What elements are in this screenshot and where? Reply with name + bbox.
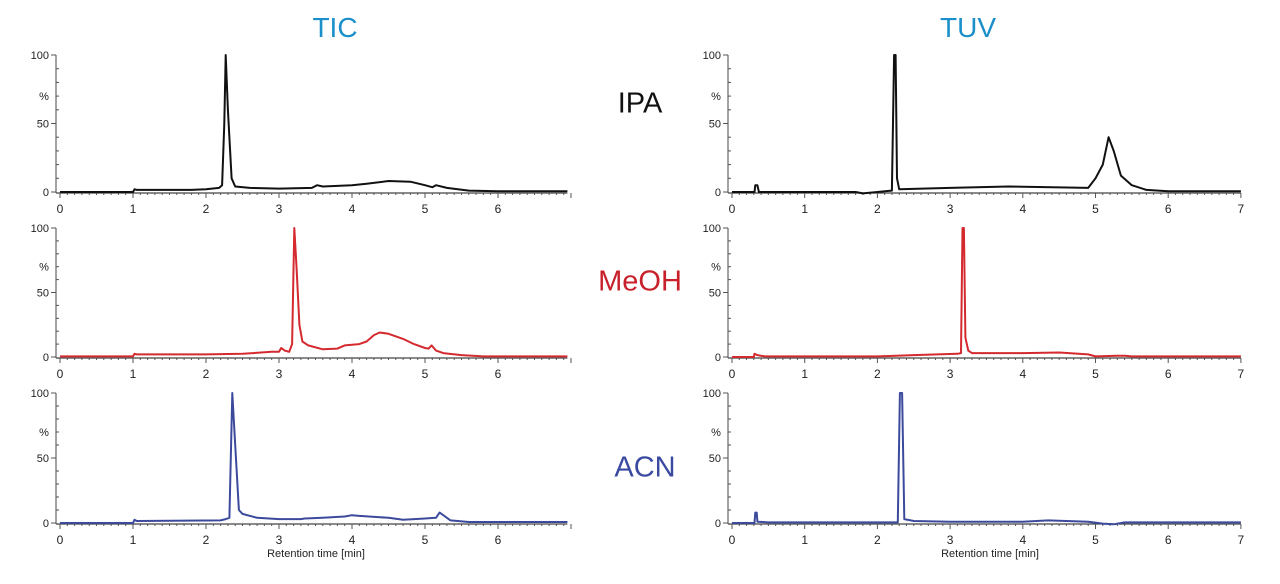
- tic-ipa-y-tick-label: 0: [43, 187, 49, 199]
- tuv-acn-x-tick-label: 1: [801, 533, 808, 547]
- tuv-acn-x-tick-label: 5: [1092, 533, 1099, 547]
- tuv-acn-x-tick-label: 7: [1238, 533, 1245, 547]
- tuv-meoh-x-tick-label: 0: [729, 367, 736, 381]
- tic-meoh-y-tick-label: 0: [43, 352, 49, 364]
- tuv-meoh-x-tick-label: 1: [801, 367, 808, 381]
- tic-ipa-x-tick-label: 4: [349, 202, 356, 216]
- x-axis-label-tuv: Retention time [min]: [941, 548, 1039, 560]
- tuv-ipa-y-tick-label: 100: [703, 50, 721, 62]
- tic-ipa-x-tick-label: 3: [276, 202, 283, 216]
- tic-acn-y-axis-label: %: [39, 427, 49, 439]
- tic-acn-x-tick-label: 2: [203, 533, 210, 547]
- tic-meoh-x-tick-label: 5: [422, 367, 429, 381]
- tuv-meoh-x-tick-label: 5: [1092, 367, 1099, 381]
- tic-acn-x-tick-label: 4: [349, 533, 356, 547]
- tuv-meoh-x-tick-label: 4: [1019, 367, 1026, 381]
- tic-ipa-y-tick-label: 50: [37, 119, 49, 131]
- tic-meoh-y-tick-label: 100: [31, 223, 49, 235]
- tic-acn-x-tick-label: 3: [276, 533, 283, 547]
- tic-meoh-x-tick-label: 6: [495, 367, 502, 381]
- tuv-acn-y-tick-label: 50: [709, 453, 721, 465]
- tuv-ipa-x-tick-label: 4: [1019, 202, 1026, 216]
- tuv-ipa-y-tick-label: 0: [715, 187, 721, 199]
- tuv-acn-y-tick-label: 0: [715, 518, 721, 530]
- tic-ipa-x-tick-label: 1: [130, 202, 137, 216]
- tuv-ipa-x-tick-label: 1: [801, 202, 808, 216]
- tuv-acn-x-tick-label: 3: [947, 533, 954, 547]
- row-label-ipa: IPA: [617, 87, 663, 120]
- tuv-acn-x-tick-label: 6: [1165, 533, 1172, 547]
- tic-acn-x-tick-label: 1: [130, 533, 137, 547]
- tuv-meoh-x-tick-label: 7: [1238, 367, 1245, 381]
- tuv-acn-trace: [732, 392, 1241, 526]
- column-title-tuv: TUV: [940, 12, 996, 43]
- tic-acn-y-tick-label: 0: [43, 518, 49, 530]
- tuv-ipa-y-axis-label: %: [711, 91, 721, 103]
- tic-acn-x-tick-label: 5: [422, 533, 429, 547]
- tuv-ipa-x-tick-label: 3: [947, 202, 954, 216]
- tuv-acn-x-tick-label: 2: [874, 533, 881, 547]
- tuv-ipa-x-tick-label: 0: [729, 202, 736, 216]
- tic-acn-x-tick-label: 6: [495, 533, 502, 547]
- tic-meoh-x-tick-label: 2: [203, 367, 210, 381]
- tuv-acn-x-tick-label: 0: [729, 533, 736, 547]
- tic-meoh-x-tick-label: 3: [276, 367, 283, 381]
- tuv-ipa-x-tick-label: 2: [874, 202, 881, 216]
- tuv-ipa-x-tick-label: 5: [1092, 202, 1099, 216]
- tic-meoh-x-tick-label: 4: [349, 367, 356, 381]
- tic-ipa-x-tick-label: 5: [422, 202, 429, 216]
- tuv-acn-y-tick-label: 100: [703, 388, 721, 400]
- tuv-meoh-y-tick-label: 50: [709, 288, 721, 300]
- row-label-meoh: MeOH: [598, 265, 682, 298]
- tic-acn-x-tick-label: 0: [57, 533, 64, 547]
- tuv-ipa-x-tick-label: 7: [1238, 202, 1245, 216]
- tic-meoh-y-tick-label: 50: [37, 288, 49, 300]
- tic-ipa-y-axis-label: %: [39, 91, 49, 103]
- tic-ipa-trace: [60, 54, 568, 193]
- tic-acn-y-tick-label: 100: [31, 388, 49, 400]
- tic-meoh-x-tick-label: 0: [57, 367, 64, 381]
- tic-meoh-x-tick-label: 1: [130, 367, 137, 381]
- tic-meoh-y-axis-label: %: [39, 262, 49, 274]
- tuv-ipa-trace: [732, 54, 1241, 195]
- row-label-acn: ACN: [614, 451, 676, 484]
- tuv-meoh-x-tick-label: 3: [947, 367, 954, 381]
- tic-ipa-x-tick-label: 0: [57, 202, 64, 216]
- tuv-meoh-y-tick-label: 100: [703, 223, 721, 235]
- column-title-tic: TIC: [312, 12, 358, 43]
- x-axis-label-tic: Retention time [min]: [267, 548, 365, 560]
- tuv-ipa-x-tick-label: 6: [1165, 202, 1172, 216]
- tic-acn-y-tick-label: 50: [37, 453, 49, 465]
- tic-ipa-x-tick-label: 2: [203, 202, 210, 216]
- tuv-meoh-trace: [732, 227, 1241, 358]
- tic-meoh-trace: [60, 227, 568, 358]
- tuv-ipa-y-tick-label: 50: [709, 119, 721, 131]
- tic-acn-trace: [60, 392, 568, 524]
- tuv-meoh-y-axis-label: %: [711, 262, 721, 274]
- tic-ipa-x-tick-label: 6: [495, 202, 502, 216]
- tic-ipa-y-tick-label: 100: [31, 50, 49, 62]
- tuv-meoh-y-tick-label: 0: [715, 352, 721, 364]
- tuv-acn-x-tick-label: 4: [1019, 533, 1026, 547]
- tuv-meoh-x-tick-label: 2: [874, 367, 881, 381]
- tuv-meoh-x-tick-label: 6: [1165, 367, 1172, 381]
- tuv-acn-y-axis-label: %: [711, 427, 721, 439]
